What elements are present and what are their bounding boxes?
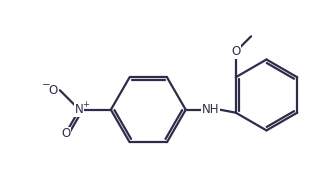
Text: O: O	[231, 45, 241, 58]
Text: NH: NH	[202, 103, 219, 116]
Text: +: +	[82, 100, 89, 109]
Text: O: O	[49, 84, 58, 97]
Text: N: N	[75, 103, 84, 116]
Text: O: O	[61, 127, 70, 140]
Text: −: −	[42, 80, 51, 90]
